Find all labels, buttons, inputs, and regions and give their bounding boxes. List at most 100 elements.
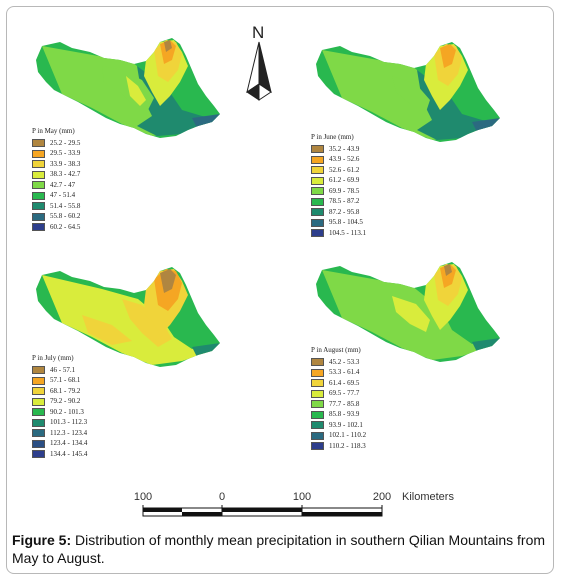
- legend-swatch: [311, 197, 324, 206]
- legend-label: 112.3 - 123.4: [50, 428, 88, 437]
- legend-label: 57.1 - 68.1: [50, 376, 81, 385]
- legend-swatch: [311, 421, 324, 430]
- legend-swatch: [32, 160, 45, 169]
- scale-bar-unit: Kilometers: [402, 491, 454, 503]
- precip-zone: [192, 114, 220, 128]
- legend-label: 33.9 - 38.3: [50, 159, 81, 168]
- scale-tick-label: 100: [133, 491, 153, 503]
- legend-label: 29.5 - 33.9: [50, 149, 81, 158]
- legend-label: 90.2 - 101.3: [50, 407, 84, 416]
- legend-label: 78.5 - 87.2: [329, 197, 360, 206]
- legend-item: 55.8 - 60.2: [32, 212, 80, 223]
- legend-item: 123.4 - 134.4: [32, 439, 87, 450]
- legend-label: 25.2 - 29.5: [50, 138, 81, 147]
- legend-swatch: [311, 155, 324, 164]
- precip-zone: [472, 118, 500, 132]
- legend-swatch: [32, 170, 45, 179]
- legend-swatch: [311, 400, 324, 409]
- legend-item: 46 - 57.1: [32, 365, 87, 376]
- legend-swatch: [311, 229, 324, 238]
- legend-label: 53.3 - 61.4: [329, 368, 360, 377]
- legend-label: 77.7 - 85.8: [329, 399, 360, 408]
- map-june: [316, 42, 500, 142]
- legend-swatch: [32, 450, 45, 459]
- legend-item: 68.1 - 79.2: [32, 386, 87, 397]
- legend-item: 79.2 - 90.2: [32, 397, 87, 408]
- caption-text: Distribution of monthly mean precipitati…: [12, 532, 546, 566]
- legend-swatch: [311, 208, 324, 217]
- legend-item: 52.6 - 61.2: [311, 165, 366, 176]
- legend-swatch: [32, 212, 45, 221]
- precip-zone: [160, 269, 176, 293]
- legend-label: 52.6 - 61.2: [329, 165, 360, 174]
- legend-label: 55.8 - 60.2: [50, 212, 81, 221]
- legend-august: P in August (mm) 45.2 - 53.3 53.3 - 61.4 6…: [311, 347, 366, 452]
- legend-label: 87.2 - 95.8: [329, 207, 360, 216]
- scale-tick-label: 200: [372, 491, 392, 503]
- legend-item: 110.2 - 118.3: [311, 441, 366, 452]
- legend-label: 102.1 - 110.2: [329, 431, 367, 440]
- legend-label: 35.2 - 43.9: [329, 144, 360, 153]
- legend-swatch: [32, 397, 45, 406]
- legend-label: 79.2 - 90.2: [50, 397, 81, 406]
- legend-label: 69.9 - 78.5: [329, 186, 360, 195]
- legend-item: 51.4 - 55.8: [32, 201, 80, 212]
- legend-item: 102.1 - 110.2: [311, 431, 366, 442]
- legend-swatch: [311, 145, 324, 154]
- legend-item: 42.7 - 47: [32, 180, 80, 191]
- legend-swatch: [311, 442, 324, 451]
- legend-label: 51.4 - 55.8: [50, 201, 81, 210]
- legend-label: 60.2 - 64.5: [50, 222, 81, 231]
- legend-title: P in June (mm): [311, 133, 354, 141]
- legend-swatch: [311, 176, 324, 185]
- legend-item: 25.2 - 29.5: [32, 138, 80, 149]
- precip-zone: [440, 264, 456, 288]
- legend-label: 110.2 - 118.3: [329, 441, 366, 450]
- precip-zone: [440, 44, 456, 68]
- legend-item: 33.9 - 38.3: [32, 159, 80, 170]
- legend-swatch: [32, 429, 45, 438]
- precip-zone: [160, 40, 176, 64]
- scale-bar: [142, 505, 383, 517]
- scale-tick-label: 100: [292, 491, 312, 503]
- legend-swatch: [32, 191, 45, 200]
- precip-zone: [82, 315, 132, 345]
- legend-title: P in July (mm): [32, 354, 74, 362]
- legend-item: 45.2 - 53.3: [311, 357, 366, 368]
- legend-item: 78.5 - 87.2: [311, 197, 366, 208]
- legend-item: 53.3 - 61.4: [311, 368, 366, 379]
- legend-swatch: [32, 139, 45, 148]
- legend-swatch: [311, 358, 324, 367]
- precip-zone: [192, 343, 220, 357]
- legend-label: 43.9 - 52.6: [329, 155, 360, 164]
- legend-item: 134.4 - 145.4: [32, 449, 87, 460]
- legend-swatch: [32, 202, 45, 211]
- legend-swatch: [311, 166, 324, 175]
- legend-swatch: [311, 410, 324, 419]
- legend-swatch: [311, 379, 324, 388]
- caption-label: Figure 5:: [12, 532, 72, 548]
- legend-label: 47 - 51.4: [50, 191, 76, 200]
- figure-caption: Figure 5: Distribution of monthly mean p…: [12, 531, 552, 567]
- legend-swatch: [32, 376, 45, 385]
- precip-zone: [472, 338, 500, 352]
- legend-label: 134.4 - 145.4: [50, 449, 88, 458]
- legend-label: 69.5 - 77.7: [329, 389, 360, 398]
- legend-label: 85.8 - 93.9: [329, 410, 360, 419]
- legend-label: 61.2 - 69.9: [329, 176, 360, 185]
- legend-label: 46 - 57.1: [50, 365, 76, 374]
- legend-label: 101.3 - 112.3: [50, 418, 88, 427]
- legend-item: 101.3 - 112.3: [32, 418, 87, 429]
- legend-swatch: [311, 218, 324, 227]
- legend-item: 57.1 - 68.1: [32, 376, 87, 387]
- legend-swatch: [32, 149, 45, 158]
- legend-item: 95.8 - 104.5: [311, 218, 366, 229]
- precip-zone: [140, 311, 162, 341]
- legend-swatch: [32, 439, 45, 448]
- north-arrow-icon: [246, 41, 272, 101]
- legend-item: 61.4 - 69.5: [311, 378, 366, 389]
- north-label: N: [252, 23, 265, 42]
- legend-item: 38.3 - 42.7: [32, 170, 80, 181]
- precip-zone: [164, 40, 172, 52]
